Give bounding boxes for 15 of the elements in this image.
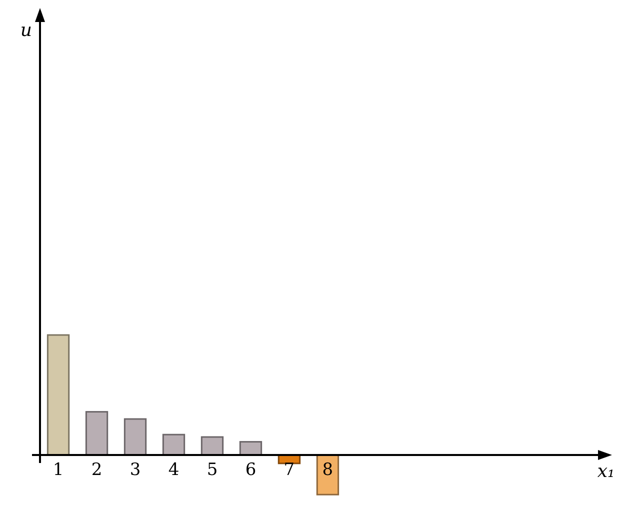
x-tick-label: 6 — [245, 460, 256, 480]
text: x₁ — [597, 461, 615, 482]
bar — [46, 334, 70, 456]
bar — [200, 436, 224, 456]
text: u — [20, 20, 32, 41]
x-tick-label: 1 — [52, 460, 64, 480]
bar — [124, 418, 147, 456]
x-tick-label: 5 — [206, 460, 218, 480]
x-tick-label: 8 — [322, 460, 334, 480]
x-tick-label: 7 — [284, 460, 295, 480]
bar — [85, 411, 108, 456]
x-tick-label: 2 — [91, 460, 102, 480]
bar — [162, 434, 186, 456]
x-tick-label: 3 — [130, 460, 141, 480]
x-tick-label: 4 — [168, 460, 180, 480]
